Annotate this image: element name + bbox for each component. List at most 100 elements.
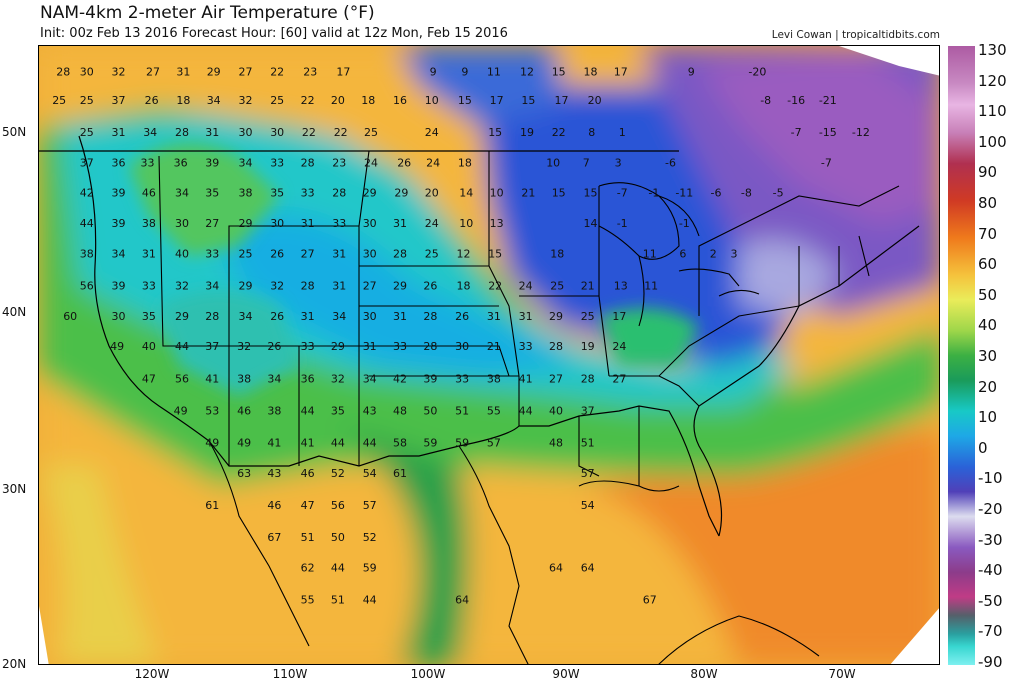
temp-label: 34 xyxy=(175,187,189,200)
colorbar-tick-label: 40 xyxy=(978,316,998,335)
temp-label: 22 xyxy=(302,126,316,139)
temp-label: 25 xyxy=(239,247,253,260)
temp-label: 38 xyxy=(487,372,501,385)
temp-label: 56 xyxy=(331,499,345,512)
temp-label: 32 xyxy=(237,340,251,353)
temp-label: 52 xyxy=(363,531,377,544)
temp-label: 53 xyxy=(205,405,219,418)
temp-label: 31 xyxy=(332,247,346,260)
temp-label: 17 xyxy=(614,65,628,78)
temp-label: 51 xyxy=(455,405,469,418)
temp-label: 31 xyxy=(112,126,126,139)
temp-label: 31 xyxy=(363,340,377,353)
temp-label: 36 xyxy=(174,156,188,169)
map-subtitle: Init: 00z Feb 13 2016 Forecast Hour: [60… xyxy=(40,26,508,41)
temp-label: -7 xyxy=(617,187,628,200)
temp-label: 37 xyxy=(581,405,595,418)
temp-label: 34 xyxy=(239,310,253,323)
temp-label: 15 xyxy=(584,187,598,200)
temp-label: 50 xyxy=(423,405,437,418)
temp-label: 56 xyxy=(175,372,189,385)
temp-label: 31 xyxy=(205,126,219,139)
temp-label: -1 xyxy=(648,187,659,200)
temp-label: 38 xyxy=(237,372,251,385)
temp-label: 26 xyxy=(145,94,159,107)
temp-label: 44 xyxy=(80,217,94,230)
temp-label: 27 xyxy=(205,217,219,230)
temp-label: 30 xyxy=(270,126,284,139)
temp-label: 37 xyxy=(205,340,219,353)
temp-label: 14 xyxy=(584,217,598,230)
temp-label: 27 xyxy=(301,247,315,260)
temp-label: 44 xyxy=(363,594,377,607)
temp-label: 34 xyxy=(205,280,219,293)
temp-label: 44 xyxy=(331,562,345,575)
temp-label: -6 xyxy=(665,156,676,169)
colorbar-tick-label: -10 xyxy=(978,469,1003,488)
temp-label: 38 xyxy=(142,217,156,230)
temp-label: 30 xyxy=(455,340,469,353)
temp-label: -12 xyxy=(852,126,870,139)
temp-label: 40 xyxy=(142,340,156,353)
temp-label: 13 xyxy=(614,280,628,293)
temp-label: 40 xyxy=(549,405,563,418)
temp-label: 25 xyxy=(52,94,66,107)
temp-label: 47 xyxy=(142,372,156,385)
temp-label: 39 xyxy=(423,372,437,385)
temp-label: 36 xyxy=(301,372,315,385)
temp-label: 18 xyxy=(550,247,564,260)
temp-label: 33 xyxy=(332,217,346,230)
temp-label: 30 xyxy=(270,217,284,230)
temp-label: 30 xyxy=(175,217,189,230)
temp-label: 33 xyxy=(205,247,219,260)
temp-label: 18 xyxy=(176,94,190,107)
temp-label: 32 xyxy=(331,372,345,385)
temp-label: 51 xyxy=(581,437,595,450)
temp-label: 35 xyxy=(142,310,156,323)
lon-label-110w: 110W xyxy=(272,667,308,681)
temp-label: 35 xyxy=(331,405,345,418)
temp-label: 28 xyxy=(423,310,437,323)
temp-label: 32 xyxy=(239,94,253,107)
temp-label: 34 xyxy=(207,94,221,107)
temp-label: 26 xyxy=(423,280,437,293)
temp-label: -15 xyxy=(819,126,837,139)
temp-label: 54 xyxy=(363,467,377,480)
temp-label: 19 xyxy=(581,340,595,353)
temp-label: -16 xyxy=(787,94,805,107)
temp-label: 49 xyxy=(205,437,219,450)
temp-label: 24 xyxy=(425,126,439,139)
temp-label: 31 xyxy=(393,310,407,323)
temp-label: 3 xyxy=(615,156,622,169)
lon-label-100w: 100W xyxy=(410,667,446,681)
temp-label: 13 xyxy=(490,217,504,230)
temp-label: 1 xyxy=(619,126,626,139)
temp-label: 34 xyxy=(143,126,157,139)
temp-label: 15 xyxy=(458,94,472,107)
temp-label: 31 xyxy=(487,310,501,323)
colorbar-tick-label: 70 xyxy=(978,224,998,243)
temp-label: 28 xyxy=(175,126,189,139)
temp-label: 25 xyxy=(581,310,595,323)
temp-label: 11 xyxy=(644,280,658,293)
temp-label: 10 xyxy=(546,156,560,169)
temp-label: 20 xyxy=(331,94,345,107)
temp-label: 12 xyxy=(520,65,534,78)
temp-label: 30 xyxy=(363,247,377,260)
colorbar xyxy=(948,46,975,665)
temp-label: 11 xyxy=(643,247,657,260)
temp-label: 64 xyxy=(549,562,563,575)
temp-label: -5 xyxy=(773,187,784,200)
temp-label: 30 xyxy=(239,126,253,139)
temp-label: 59 xyxy=(363,562,377,575)
lon-label-90w: 90W xyxy=(552,667,580,681)
temp-label: 56 xyxy=(80,280,94,293)
temp-label: 41 xyxy=(519,372,533,385)
temp-label: 25 xyxy=(270,94,284,107)
temp-label: 36 xyxy=(112,156,126,169)
temp-label: 41 xyxy=(205,372,219,385)
temp-label: 42 xyxy=(393,372,407,385)
lon-label-120w: 120W xyxy=(134,667,170,681)
